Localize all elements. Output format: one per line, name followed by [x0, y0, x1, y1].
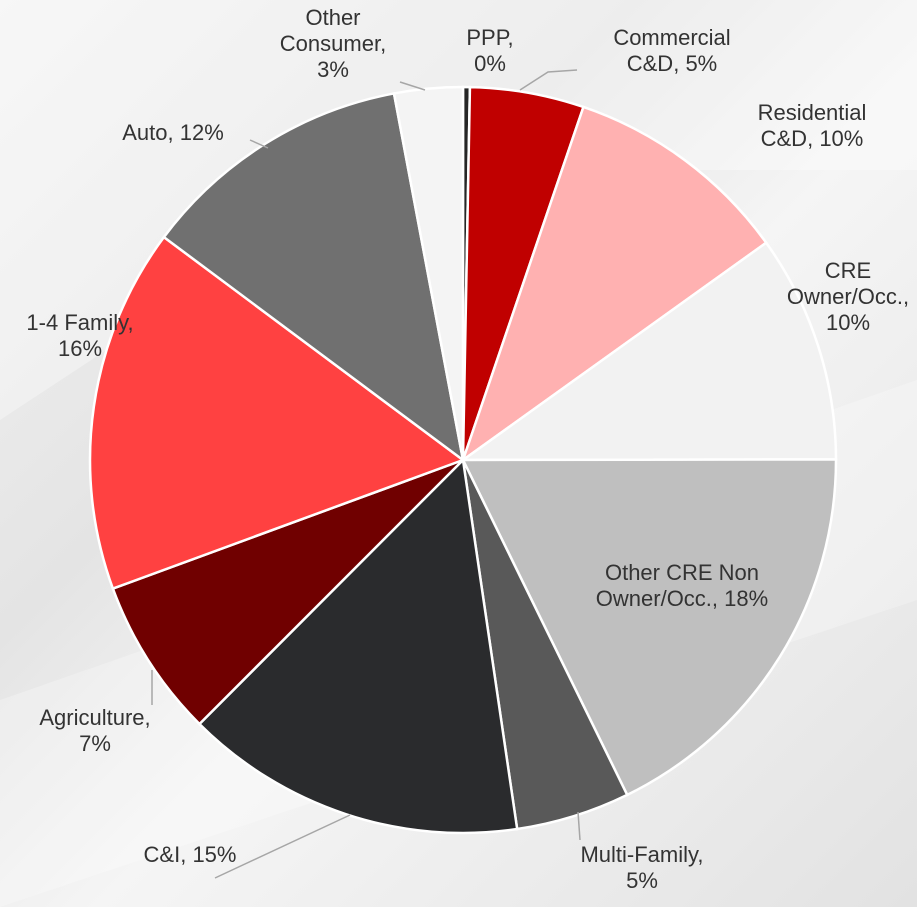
label-category: Auto: [122, 120, 168, 145]
leader-line: [249, 139, 269, 149]
label-separator: ,: [903, 284, 910, 309]
pie-slice: [111, 458, 464, 726]
label-category: Residential C&D: [757, 100, 867, 151]
data-label: Other Consumer, 3%: [276, 5, 391, 83]
label-value: 10%: [819, 126, 864, 151]
data-label: 1-4 Family, 16%: [18, 310, 143, 362]
label-category: C&I: [143, 842, 181, 867]
pie-slice: [162, 91, 465, 463]
label-value: 5%: [626, 868, 658, 893]
label-separator: ,: [167, 120, 180, 145]
label-category: Multi-Family: [580, 842, 698, 867]
label-value: 16%: [57, 336, 103, 361]
data-label: Agriculture, 7%: [25, 705, 165, 757]
label-value: 18%: [724, 586, 769, 611]
label-separator: ,: [180, 842, 193, 867]
label-category: CRE Owner/Occ.: [786, 258, 903, 309]
label-separator: ,: [507, 25, 514, 50]
label-category: Commercial C&D: [613, 25, 731, 76]
data-label: Commercial C&D, 5%: [602, 25, 742, 77]
pie-slice: [88, 235, 466, 591]
label-category: Other Consumer: [279, 5, 381, 56]
label-separator: ,: [711, 586, 725, 611]
label-value: 15%: [192, 842, 237, 867]
data-label: PPP, 0%: [455, 25, 525, 77]
pie-slice: [459, 240, 838, 462]
background-shape: [0, 0, 917, 420]
data-label: Residential C&D, 10%: [747, 100, 877, 152]
label-separator: ,: [807, 126, 820, 151]
label-category: PPP: [466, 25, 508, 50]
label-separator: ,: [144, 705, 151, 730]
leader-line: [399, 81, 426, 91]
label-separator: ,: [127, 310, 134, 335]
data-label: C&I, 15%: [115, 842, 265, 868]
pie-slice: [460, 458, 838, 797]
pie-slice: [392, 85, 465, 461]
label-separator: ,: [697, 842, 704, 867]
label-value: 7%: [79, 731, 111, 756]
label-value: 3%: [317, 57, 349, 82]
label-value: 5%: [685, 51, 718, 76]
pie-slice: [460, 105, 768, 464]
leader-line: [519, 69, 578, 91]
pie-slice: [197, 457, 519, 835]
leader-line: [214, 814, 351, 879]
data-label: Auto, 12%: [93, 120, 253, 146]
label-value: 12%: [179, 120, 224, 145]
leader-line: [577, 811, 581, 841]
label-value: 0%: [474, 51, 506, 76]
label-value: 10%: [825, 310, 871, 335]
label-separator: ,: [380, 31, 387, 56]
data-label: Other CRE Non Owner/Occ., 18%: [592, 560, 772, 612]
label-category: Other CRE Non Owner/Occ.: [595, 560, 760, 611]
data-label: Multi-Family, 5%: [562, 842, 722, 894]
label-category: Agriculture: [39, 705, 145, 730]
label-category: 1-4 Family: [26, 310, 128, 335]
label-separator: ,: [673, 51, 686, 76]
data-label: CRE Owner/Occ., 10%: [786, 258, 911, 336]
